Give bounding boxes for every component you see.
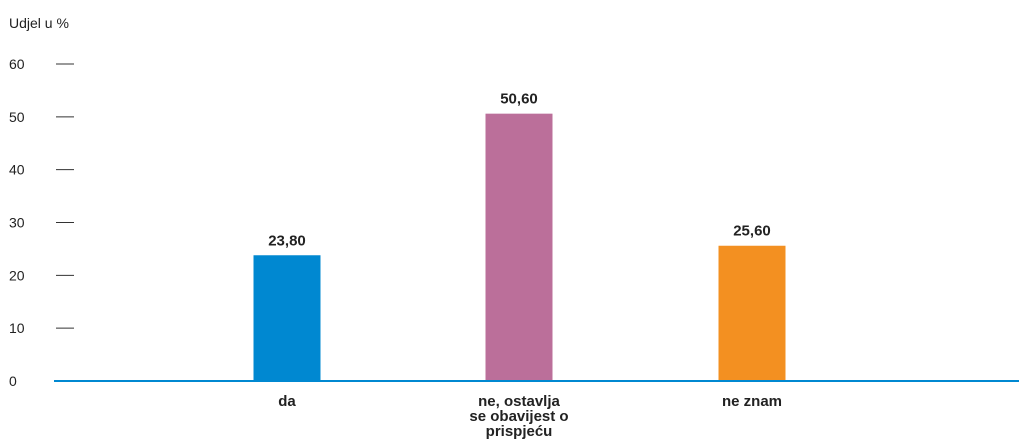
category-label-line: ne, ostavlja (478, 393, 560, 410)
y-tick-label: 20 (9, 267, 25, 283)
value-label: 50,60 (500, 91, 538, 108)
category-label-line: se obavijest o (469, 408, 568, 425)
category-label-line: da (278, 393, 296, 410)
value-label: 23,80 (268, 232, 306, 249)
category-label: ne znam (722, 393, 782, 410)
y-tick-label: 50 (9, 109, 25, 125)
category-label: ne, ostavlja se obavijest o prispjeću (469, 393, 568, 440)
category-label: da (278, 393, 296, 410)
y-tick-label: 10 (9, 320, 25, 336)
y-tick-label: 60 (9, 56, 25, 72)
y-tick-label: 30 (9, 215, 25, 231)
bar (253, 255, 321, 381)
y-axis-label: Udjel u % (9, 15, 69, 31)
category-label-line: prispjeću (486, 423, 553, 440)
y-tick-label: 0 (9, 373, 17, 389)
category-label-line: ne znam (722, 393, 782, 410)
bar (485, 113, 553, 381)
value-labels: 23,80 50,60 25,60 (268, 91, 771, 250)
bar (718, 245, 786, 381)
category-labels: da ne, ostavlja se obavijest o prispjeću ne … (278, 393, 782, 440)
value-label: 25,60 (733, 223, 771, 240)
bars (253, 113, 786, 381)
y-tick-label: 40 (9, 162, 25, 178)
y-axis-ticks: 0 10 20 30 40 50 60 (9, 56, 74, 389)
